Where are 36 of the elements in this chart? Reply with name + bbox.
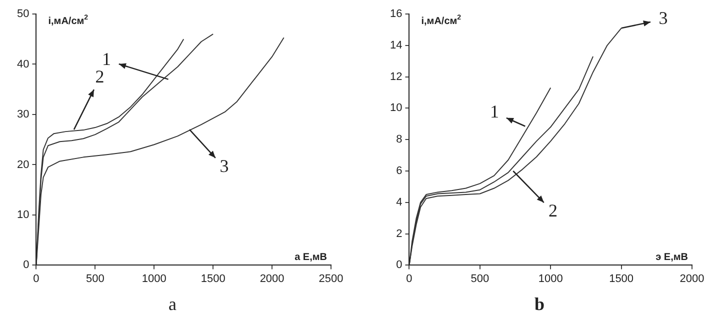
text: b: [534, 294, 545, 314]
y-tick-label: 6: [396, 165, 402, 178]
x-tick-label: 1000: [142, 272, 166, 285]
annotation: 1: [102, 48, 111, 69]
y-tick-label: 20: [16, 158, 30, 171]
x-axis-title: а E,мВ: [294, 252, 327, 264]
x-tick-label: 2000: [680, 272, 704, 285]
annotation: 3: [658, 8, 668, 28]
y-tick-label: 14: [390, 39, 402, 52]
y-tick-label: 16: [390, 8, 402, 20]
x-tick-label: 2000: [260, 272, 284, 285]
y-tick-label: 0: [396, 259, 402, 272]
y-tick-label: 30: [16, 108, 30, 121]
annotation: 3: [220, 156, 229, 176]
x-axis-title: э E,мВ: [656, 252, 688, 264]
annotation: 2: [95, 66, 104, 87]
x-tick-label: 0: [33, 272, 40, 285]
y-tick-label: 10: [390, 102, 402, 114]
y-tick-label: 4: [396, 196, 402, 208]
x-tick-label: 500: [86, 272, 104, 285]
y-tick-label: 12: [390, 70, 402, 83]
text: а: [168, 294, 176, 314]
y-tick-label: 8: [396, 134, 402, 146]
annotation: 1: [490, 101, 500, 122]
y-tick-label: 40: [16, 58, 30, 70]
x-tick-label: 2500: [318, 272, 344, 285]
x-tick-label: 0: [406, 272, 412, 285]
x-tick-label: 500: [470, 272, 490, 285]
x-tick-label: 1000: [538, 272, 563, 285]
y-tick-label: 50: [16, 8, 30, 20]
y-tick-label: 10: [16, 208, 30, 221]
y-tick-label: 0: [23, 259, 30, 272]
x-tick-label: 1500: [200, 272, 226, 285]
annotation: 2: [548, 200, 558, 221]
x-tick-label: 1500: [609, 272, 634, 285]
y-tick-label: 2: [396, 228, 402, 240]
